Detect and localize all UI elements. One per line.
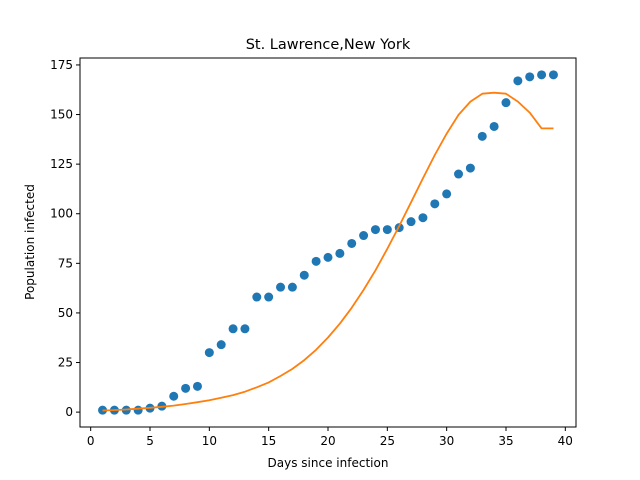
data-point <box>287 282 297 292</box>
data-point <box>228 324 238 334</box>
y-tick-label: 25 <box>58 356 73 370</box>
data-point <box>501 98 511 108</box>
x-tick-label: 30 <box>439 434 454 448</box>
plot-area <box>98 70 558 415</box>
data-point <box>216 340 226 350</box>
data-point <box>418 213 428 223</box>
data-point <box>477 131 487 141</box>
data-point <box>299 270 309 280</box>
x-tick-label: 0 <box>87 434 95 448</box>
data-point <box>347 238 357 248</box>
x-tick-label: 25 <box>380 434 395 448</box>
data-point <box>311 256 321 266</box>
data-point <box>192 381 202 391</box>
data-point <box>133 405 143 415</box>
x-tick-label: 5 <box>146 434 154 448</box>
y-tick-label: 150 <box>50 108 73 122</box>
data-point <box>323 252 333 262</box>
data-point <box>430 199 440 209</box>
data-point <box>240 324 250 334</box>
y-tick-label: 50 <box>58 306 73 320</box>
data-point <box>548 70 558 80</box>
x-tick-label: 40 <box>558 434 573 448</box>
data-point <box>169 391 179 401</box>
data-point <box>537 70 547 80</box>
data-point <box>276 282 286 292</box>
x-axis-label: Days since infection <box>268 456 389 470</box>
data-point <box>382 225 392 235</box>
data-point <box>264 292 274 302</box>
y-tick-label: 175 <box>50 58 73 72</box>
data-point <box>370 225 380 235</box>
y-tick-label: 125 <box>50 157 73 171</box>
y-axis: 0 25 50 75 100 125 150 175 <box>50 58 80 419</box>
data-point <box>513 76 523 86</box>
y-tick-label: 75 <box>58 256 73 270</box>
data-point <box>406 217 416 227</box>
scatter-series <box>98 70 558 415</box>
data-point <box>252 292 262 302</box>
data-point <box>204 348 214 358</box>
x-tick-label: 35 <box>498 434 513 448</box>
data-point <box>525 72 535 82</box>
data-point <box>454 169 464 179</box>
y-axis-label: Population infected <box>23 184 37 300</box>
data-point <box>335 248 345 258</box>
data-point <box>359 231 369 241</box>
x-tick-label: 10 <box>202 434 217 448</box>
x-tick-label: 20 <box>320 434 335 448</box>
model-line <box>102 91 554 412</box>
x-tick-label: 15 <box>261 434 276 448</box>
data-point <box>489 121 499 131</box>
x-axis: 0 5 10 15 20 25 30 35 40 <box>87 427 573 448</box>
y-tick-label: 0 <box>65 405 73 419</box>
chart-title: St. Lawrence,New York <box>246 37 411 53</box>
y-tick-label: 100 <box>50 207 73 221</box>
data-point <box>465 163 475 173</box>
data-point <box>181 383 191 393</box>
data-point <box>442 189 452 199</box>
